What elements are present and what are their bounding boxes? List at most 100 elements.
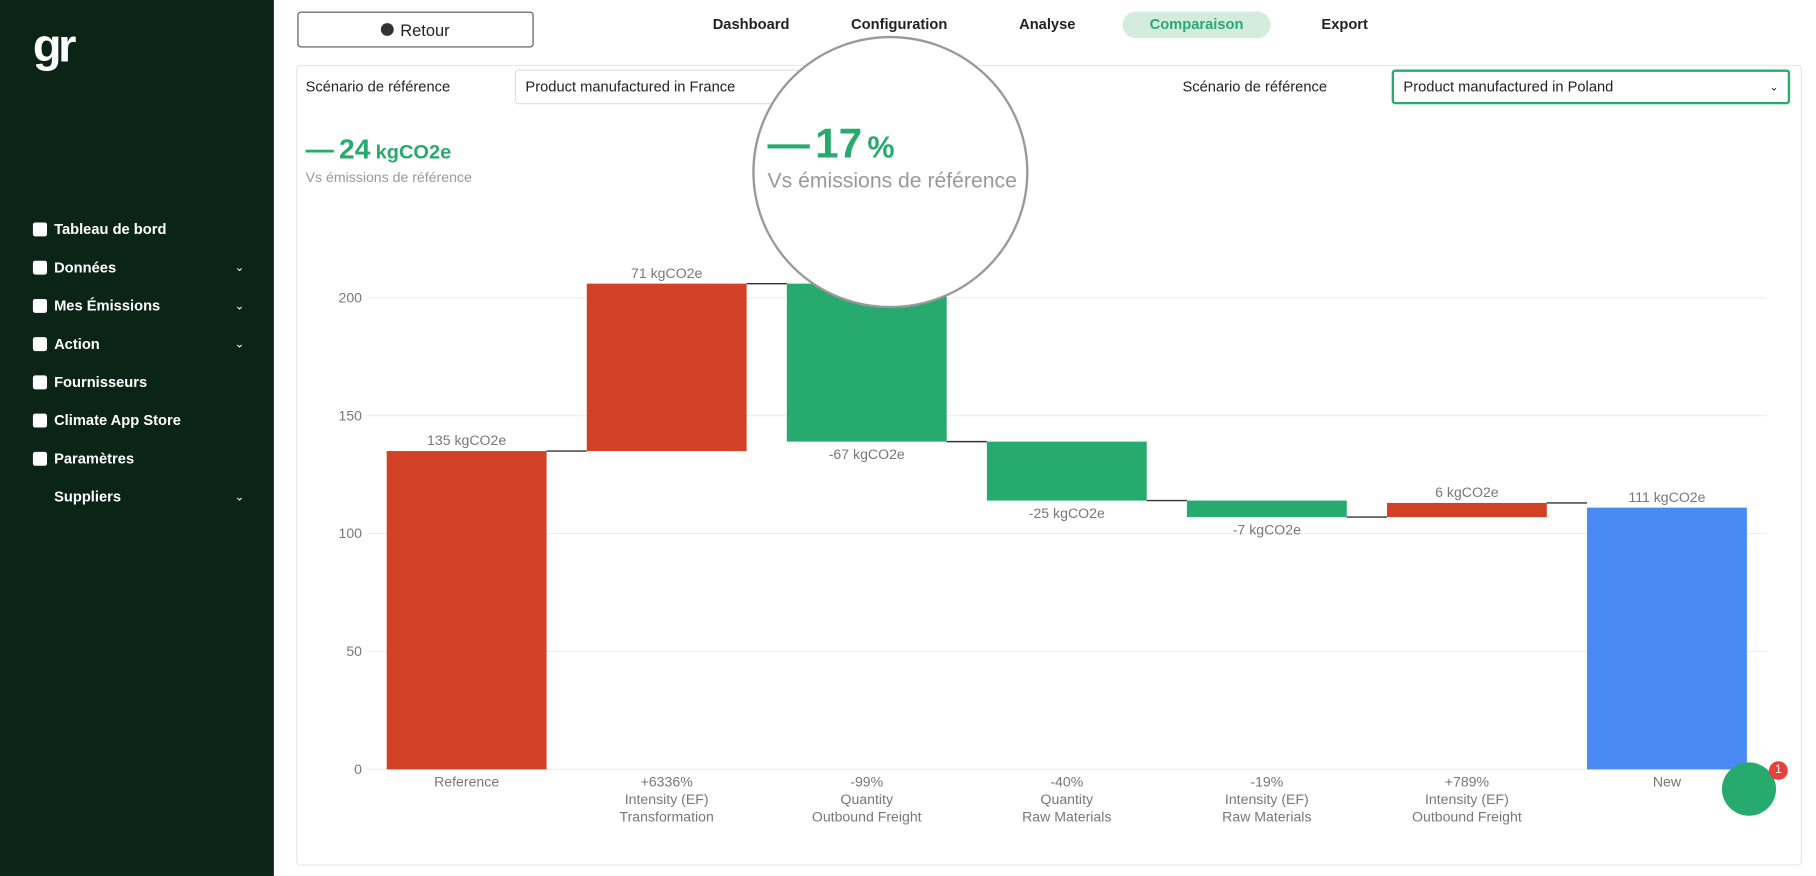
x-tick-line: Transformation: [620, 809, 714, 825]
menu-icon: [32, 375, 48, 390]
bar: [1587, 507, 1747, 770]
scenario-label: Scénario de référence: [305, 78, 451, 96]
y-tick-label: 50: [346, 643, 362, 659]
menu-label: Suppliers: [54, 488, 122, 506]
zoom-sign: —: [767, 119, 810, 167]
menu-item[interactable]: Suppliers ⌄: [33, 488, 245, 506]
menu-label: Mes Émissions: [54, 297, 161, 315]
y-tick-label: 150: [338, 407, 362, 423]
menu-icon: [32, 222, 48, 237]
back-button[interactable]: Retour: [297, 11, 534, 48]
zoom-figure: — 17 %: [768, 119, 895, 168]
menu-label: Fournisseurs: [54, 374, 148, 391]
x-tick-label: -19% Intensity (EF) Raw Materials: [1222, 774, 1311, 825]
bar: [1386, 502, 1547, 518]
summary-unit: kgCO2e: [375, 141, 452, 164]
menu-item[interactable]: Tableau de bord: [32, 221, 245, 238]
scenario-select[interactable]: Product manufactured in Poland ⌄: [1391, 69, 1791, 105]
logo: gr: [32, 20, 76, 72]
menu-item[interactable]: Fournisseurs: [32, 374, 245, 391]
tab[interactable]: Dashboard: [712, 16, 790, 33]
tab[interactable]: Comparaison: [1122, 11, 1271, 39]
menu-label: Paramètres: [54, 450, 135, 467]
zoom-value: 17: [815, 119, 863, 167]
value-label: -7 kgCO2e: [1233, 522, 1301, 538]
menu-label: Tableau de bord: [54, 221, 167, 238]
menu-icon: [32, 337, 48, 352]
y-tick-label: 0: [354, 761, 362, 777]
menu-label: Données: [54, 259, 117, 276]
x-tick-label: Reference: [434, 774, 499, 790]
chevron: ⌄: [234, 299, 245, 313]
x-tick-line: Outbound Freight: [1412, 809, 1522, 825]
tab[interactable]: Analyse: [1019, 16, 1076, 33]
x-tick-line: Intensity (EF): [1225, 791, 1309, 807]
y-tick-label: 200: [338, 290, 362, 306]
x-tick-line: Quantity: [1041, 791, 1094, 807]
menu-item[interactable]: Mes Émissions ⌄: [32, 297, 245, 315]
x-tick-line: Reference: [434, 774, 499, 790]
x-tick-line: New: [1653, 774, 1682, 790]
value-label: 135 kgCO2e: [427, 432, 506, 448]
menu-icon: [32, 260, 48, 275]
menu-item[interactable]: Climate App Store: [32, 412, 245, 429]
scenario-value: Product manufactured in France: [525, 78, 736, 96]
menu-label: Climate App Store: [54, 412, 181, 429]
menu-icon: [32, 298, 48, 313]
panel: [296, 64, 1802, 866]
x-tick-label: -40% Quantity Raw Materials: [1022, 774, 1111, 825]
menu-item[interactable]: Action ⌄: [32, 336, 245, 353]
chevron: ⌄: [234, 337, 245, 351]
x-tick-line: -40%: [1050, 774, 1083, 790]
menu-item[interactable]: Paramètres: [32, 450, 245, 467]
x-tick-line: +6336%: [641, 774, 693, 790]
x-tick-label: -99% Quantity Outbound Freight: [812, 774, 922, 825]
x-tick-line: Outbound Freight: [812, 809, 922, 825]
y-tick-label: 100: [338, 525, 362, 541]
bar: [786, 283, 947, 442]
menu-item[interactable]: Données ⌄: [32, 259, 245, 276]
bar: [386, 451, 547, 770]
x-tick-line: Intensity (EF): [625, 791, 709, 807]
value-label: -25 kgCO2e: [1029, 505, 1105, 521]
x-tick-line: Intensity (EF): [1425, 791, 1509, 807]
magnifier: — 17 % Vs émissions de référence: [752, 35, 1029, 309]
zoom-caption: Vs émissions de référence: [767, 169, 1017, 193]
menu-icon: [32, 451, 48, 466]
x-tick-label: +789% Intensity (EF) Outbound Freight: [1412, 774, 1522, 825]
bar: [986, 441, 1147, 501]
summary-caption: Vs émissions de référence: [305, 169, 472, 186]
back-label: Retour: [400, 20, 450, 39]
tab[interactable]: Configuration: [851, 16, 948, 33]
tab[interactable]: Export: [1321, 16, 1368, 33]
x-tick-line: -99%: [850, 774, 883, 790]
value-label: 71 kgCO2e: [631, 265, 703, 281]
chevron: ⌄: [234, 490, 245, 504]
value-label: 111 kgCO2e: [1628, 489, 1705, 505]
summary-sign: —: [305, 134, 334, 166]
x-tick-line: Raw Materials: [1022, 809, 1111, 825]
value-label: 6 kgCO2e: [1435, 484, 1499, 500]
bar: [586, 283, 747, 452]
summary-value: 24: [339, 134, 371, 166]
x-tick-line: Quantity: [840, 791, 893, 807]
scenario-value: Product manufactured in Poland: [1403, 78, 1614, 96]
zoom-unit: %: [867, 129, 895, 165]
x-tick-label: New: [1653, 774, 1682, 790]
bar: [1186, 500, 1347, 518]
chat-badge: 1: [1768, 761, 1788, 780]
x-tick-label: +6336% Intensity (EF) Transformation: [620, 774, 714, 825]
sidebar: gr Tableau de bord Données ⌄ Mes Émissions ⌄…: [0, 0, 274, 876]
value-label: -67 kgCO2e: [829, 446, 905, 462]
chevron: ⌄: [234, 261, 245, 275]
summary: — 24 kgCO2e: [306, 134, 452, 166]
x-tick-line: -19%: [1250, 774, 1283, 790]
scenario-label: Scénario de référence: [1182, 78, 1328, 96]
chat-button[interactable]: [1721, 762, 1777, 816]
x-tick-line: Raw Materials: [1222, 809, 1311, 825]
menu-icon: [32, 413, 48, 428]
menu-label: Action: [54, 336, 100, 353]
